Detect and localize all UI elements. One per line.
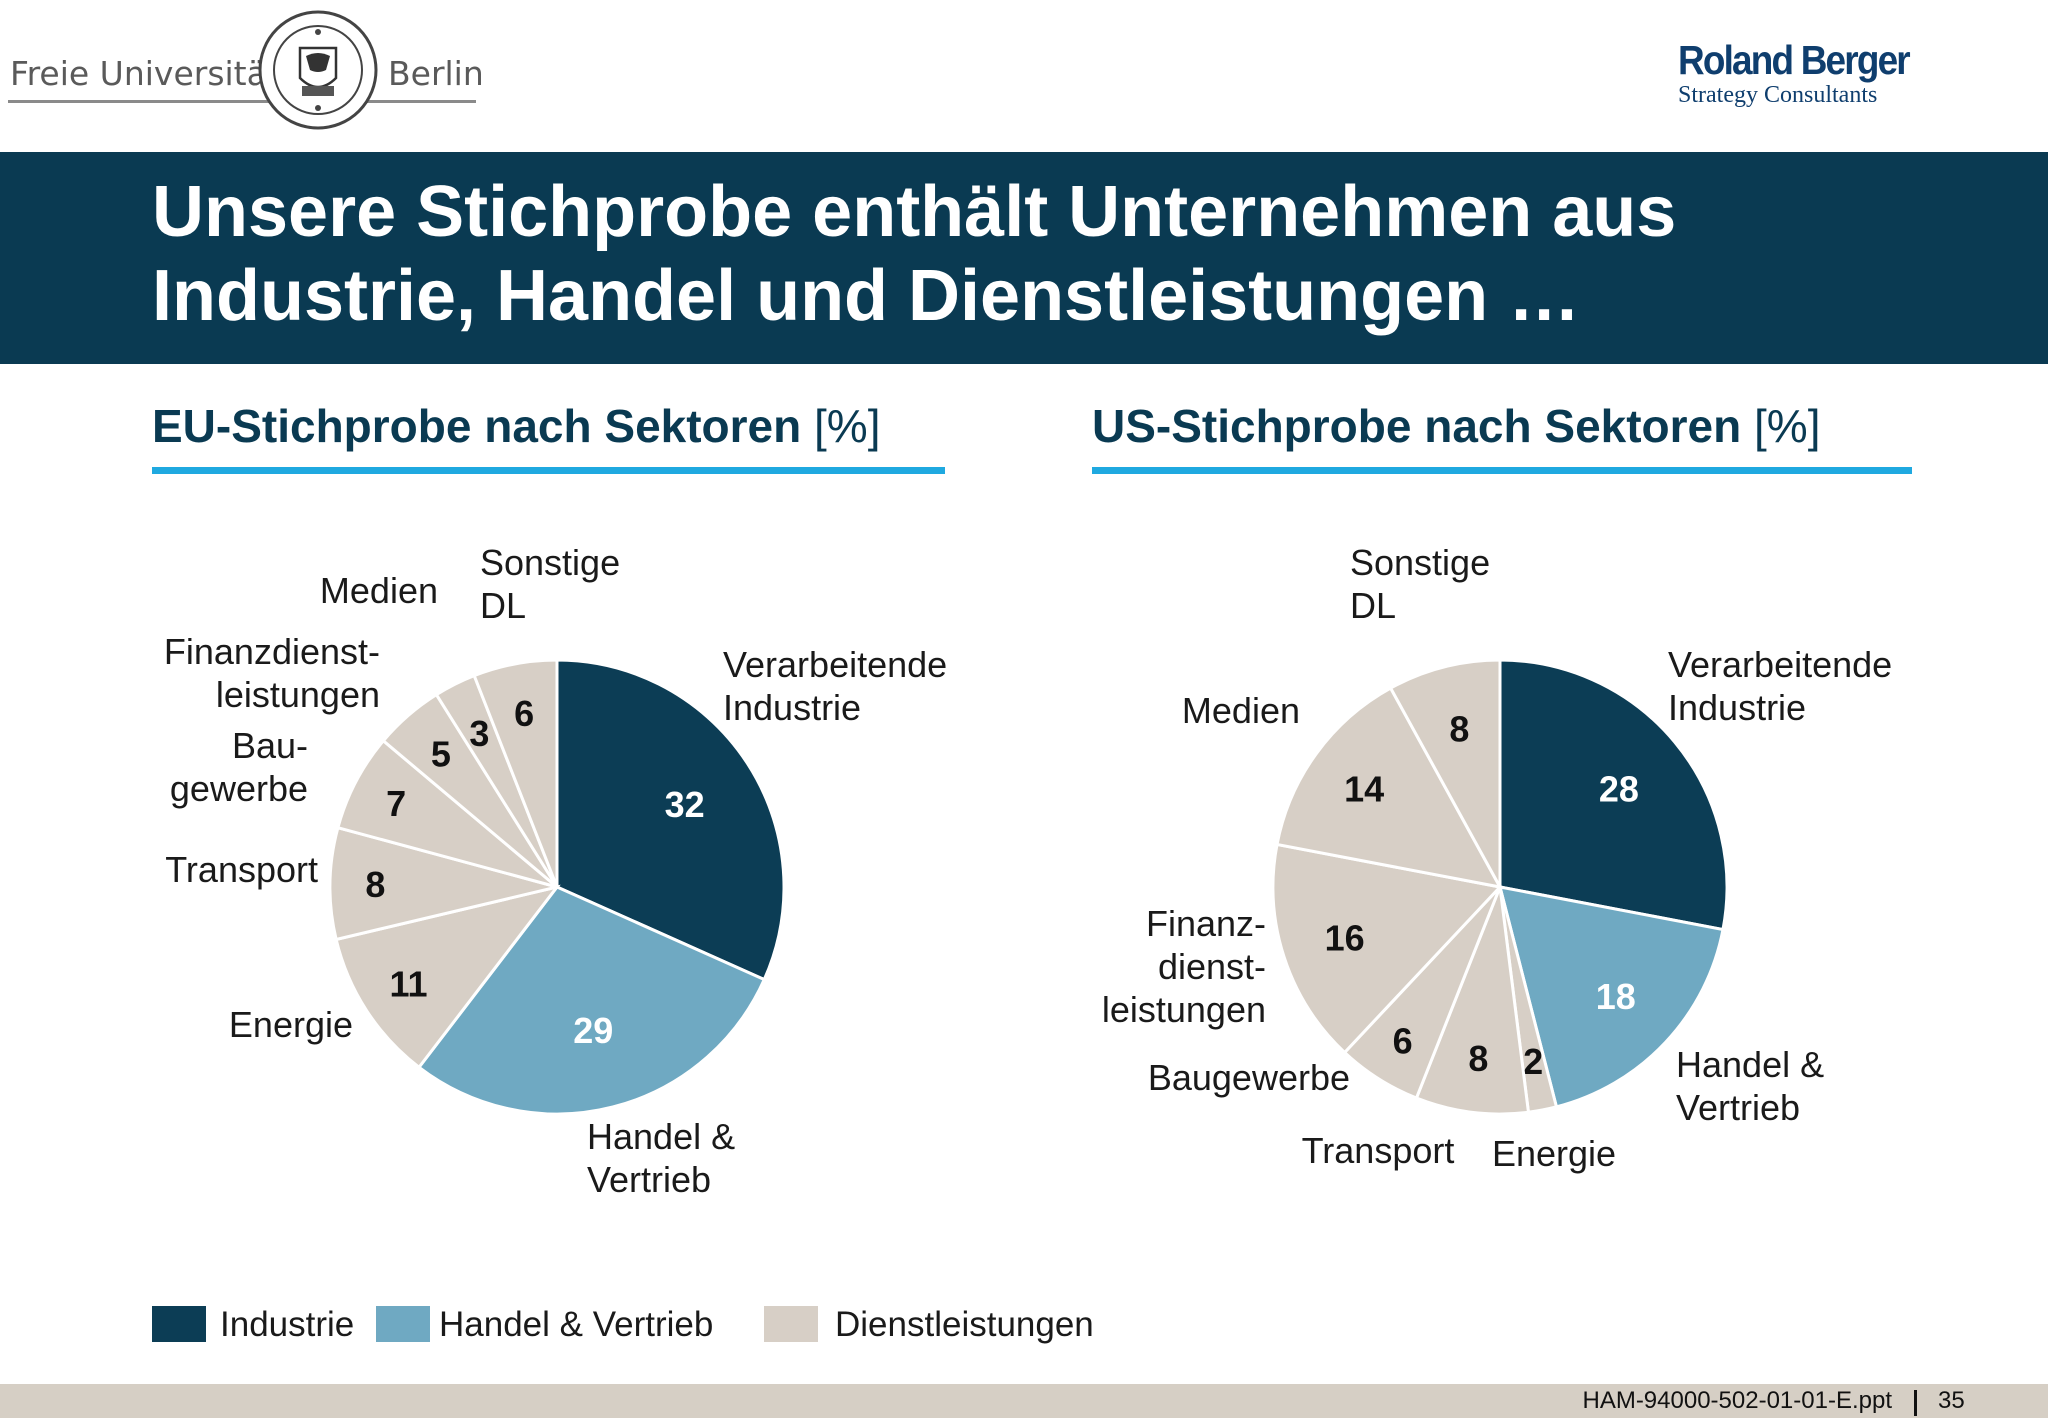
eu-value-label-0: 32 xyxy=(665,784,705,825)
us-value-label-6: 14 xyxy=(1344,768,1384,809)
fu-logo-text-right: Berlin xyxy=(388,54,484,93)
eu-slice-0 xyxy=(555,658,786,982)
eu-category-label-7: Sonstige DL xyxy=(480,542,620,626)
us-value-label-3: 8 xyxy=(1468,1038,1488,1079)
fu-logo-text-left: Freie Universität xyxy=(10,54,280,93)
eu-pie: 32 Verarbeitende Industrie 29 Handel & Vertri… xyxy=(164,542,947,1200)
eu-category-label-0: Verarbeitende Industrie xyxy=(723,644,947,728)
eu-chart-title: EU-Stichprobe nach Sektoren [%] xyxy=(152,398,880,454)
us-slice-6 xyxy=(1275,686,1503,890)
eu-category-label-6: Medien xyxy=(320,570,438,611)
us-slice-7 xyxy=(1388,658,1502,888)
us-category-label-6: Medien xyxy=(1182,690,1300,731)
legend-label-handel: Handel & Vertrieb xyxy=(439,1305,714,1344)
us-slice-5 xyxy=(1271,842,1503,1055)
legend-label-industrie: Industrie xyxy=(220,1305,355,1344)
us-chart-title-unit: [%] xyxy=(1754,400,1821,452)
fu-logo-rule xyxy=(8,100,476,103)
legend-label-dienstleistungen: Dienstleistungen xyxy=(835,1305,1094,1344)
us-value-label-1: 18 xyxy=(1596,976,1636,1017)
eu-slice-7 xyxy=(472,658,559,888)
eu-title-underline xyxy=(152,467,945,474)
us-value-label-4: 6 xyxy=(1393,1020,1413,1061)
eu-slice-3 xyxy=(328,825,558,942)
eu-category-label-5: Finanzdienst-leistungen xyxy=(164,631,380,715)
legend-swatch-handel xyxy=(376,1306,430,1342)
us-category-label-1: Handel & Vertrieb xyxy=(1676,1044,1824,1128)
eu-value-label-4: 7 xyxy=(386,783,406,824)
slide-title-line-2: Industrie, Handel und Dienstleistungen … xyxy=(152,256,1581,336)
eu-category-label-4: Bau-gewerbe xyxy=(170,725,308,809)
roland-berger-subtitle: Strategy Consultants xyxy=(1678,82,1878,108)
us-title-underline xyxy=(1092,467,1912,474)
us-category-label-4: Baugewerbe xyxy=(1148,1057,1350,1098)
us-slice-1 xyxy=(1497,885,1725,1109)
eu-category-label-3: Transport xyxy=(165,849,318,890)
footer-filename: HAM-94000-502-01-01-E.ppt xyxy=(1582,1387,1892,1414)
roland-berger-logo: Roland Berger Strategy Consultants xyxy=(1678,38,1938,108)
slide-title-line-1: Unsere Stichprobe enthält Unternehmen au… xyxy=(152,172,1677,252)
eu-slice-2 xyxy=(334,884,561,1070)
title-banner: Unsere Stichprobe enthält Unternehmen au… xyxy=(0,152,2048,364)
us-category-label-2: Energie xyxy=(1492,1133,1616,1174)
us-value-label-2: 2 xyxy=(1523,1041,1543,1082)
us-slice-3 xyxy=(1414,886,1531,1116)
us-value-label-5: 16 xyxy=(1325,918,1365,959)
eu-value-label-5: 5 xyxy=(431,733,451,774)
us-slice-0 xyxy=(1498,658,1729,932)
eu-value-label-7: 6 xyxy=(514,693,534,734)
eu-slice-1 xyxy=(416,885,767,1116)
eu-category-label-1: Handel & Vertrieb xyxy=(587,1116,735,1200)
us-value-label-0: 28 xyxy=(1599,769,1639,810)
eu-value-label-2: 11 xyxy=(389,963,427,1004)
eu-chart-title-text: EU-Stichprobe nach Sektoren xyxy=(152,400,802,452)
us-chart-title-text: US-Stichprobe nach Sektoren xyxy=(1092,400,1742,452)
fu-seal-icon xyxy=(258,10,378,130)
eu-category-label-2: Energie xyxy=(229,1004,353,1045)
us-category-label-7: Sonstige DL xyxy=(1350,542,1490,626)
footer-separator xyxy=(1914,1390,1917,1416)
eu-value-label-1: 29 xyxy=(573,1010,613,1051)
eu-value-label-3: 8 xyxy=(365,864,385,905)
eu-value-label-6: 3 xyxy=(469,713,489,754)
us-category-label-3: Transport xyxy=(1302,1130,1455,1171)
roland-berger-name: Roland Berger xyxy=(1678,37,1911,83)
legend-swatch-industrie xyxy=(152,1306,206,1342)
fu-berlin-logo: Freie Universität Berlin xyxy=(8,4,484,134)
us-category-label-0: Verarbeitende Industrie xyxy=(1668,644,1892,728)
footer-page-number: 35 xyxy=(1938,1387,1965,1414)
us-value-label-7: 8 xyxy=(1449,709,1469,750)
eu-chart-title-unit: [%] xyxy=(814,400,881,452)
us-category-label-5: Finanz-dienst-leistungen xyxy=(1102,903,1266,1030)
legend-swatch-dienstleistungen xyxy=(764,1306,818,1342)
us-chart-title: US-Stichprobe nach Sektoren [%] xyxy=(1092,398,1820,454)
slide-footer: HAM-94000-502-01-01-E.ppt 35 xyxy=(0,1384,2048,1418)
